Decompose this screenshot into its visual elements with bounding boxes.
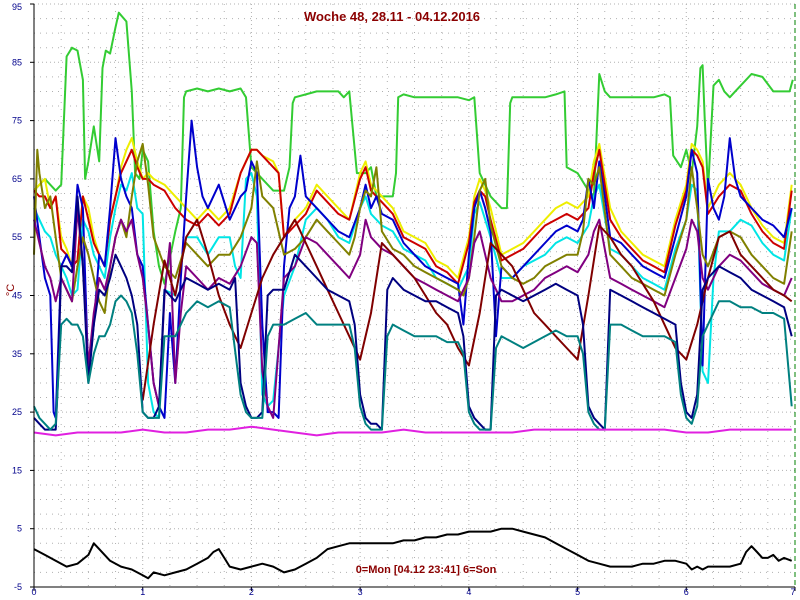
series-line-11 [33,425,792,437]
series-line-9 [33,195,793,431]
chart-subtitle: 0=Mon [04.12 23:41] 6=Son [356,564,497,576]
series-line-3 [33,148,793,285]
series-line-12 [33,527,793,580]
y-tick-label: 65 [12,174,22,184]
series-line-7 [33,207,793,419]
y-axis-label: °C [5,284,17,296]
y-tick-label: 95 [12,2,22,12]
series-line-10 [33,294,793,431]
y-tick-label: 15 [12,465,22,475]
series-line-8 [141,218,793,401]
y-tick-label: 45 [12,291,22,301]
x-tick-label: 0 [31,587,36,597]
x-tick-label: 5 [575,587,580,597]
x-tick-label: 7 [790,587,795,597]
y-tick-label: 35 [12,349,22,359]
y-tick-label: -5 [14,582,22,592]
chart-title: Woche 48, 28.11 - 04.12.2016 [304,9,480,24]
series-line-1 [33,11,794,285]
y-tick-label: 5 [17,524,22,534]
series-layer [33,11,794,580]
x-tick-label: 6 [684,587,689,597]
y-tick-label: 55 [12,232,22,242]
y-tick-label: 85 [12,57,22,67]
x-tick-label: 3 [358,587,363,597]
x-tick-label: 2 [249,587,254,597]
y-tick-label: 75 [12,116,22,126]
y-tick-label: 25 [12,407,22,417]
x-tick-label: 4 [466,587,471,597]
x-tick-label: 1 [140,587,145,597]
